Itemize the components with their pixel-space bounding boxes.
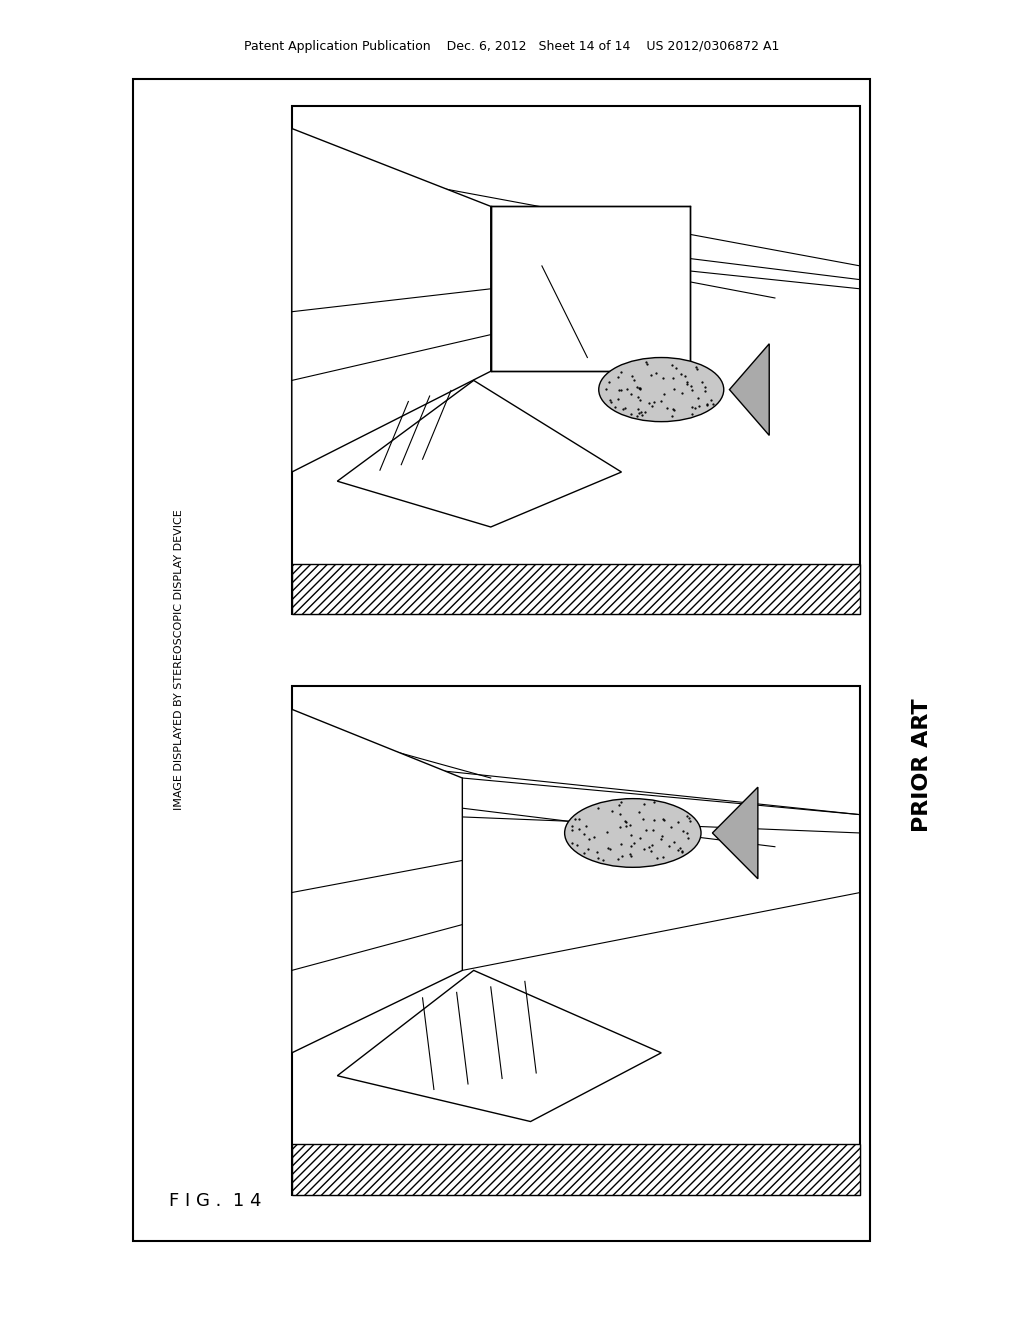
Polygon shape	[292, 709, 463, 1053]
Polygon shape	[337, 380, 622, 527]
Text: PRIOR ART: PRIOR ART	[911, 698, 932, 833]
Polygon shape	[713, 787, 758, 879]
Text: RIGHT EYE IMAGE: RIGHT EYE IMAGE	[306, 308, 318, 418]
Bar	[292, 106, 860, 614]
Polygon shape	[292, 128, 490, 473]
Text: IMAGE DISPLAYED BY STEREOSCOPIC DISPLAY DEVICE: IMAGE DISPLAYED BY STEREOSCOPIC DISPLAY …	[174, 510, 184, 810]
Polygon shape	[729, 343, 769, 436]
Text: F I G .  1 4: F I G . 1 4	[169, 1192, 261, 1210]
Ellipse shape	[564, 799, 701, 867]
Bar	[133, 79, 870, 1241]
Bar	[292, 564, 860, 614]
Ellipse shape	[599, 358, 724, 421]
Bar	[292, 1144, 860, 1195]
Polygon shape	[490, 206, 690, 371]
Text: Patent Application Publication    Dec. 6, 2012   Sheet 14 of 14    US 2012/03068: Patent Application Publication Dec. 6, 2…	[245, 40, 779, 53]
Text: LEFT EYE IMAGE: LEFT EYE IMAGE	[306, 890, 318, 990]
Bar	[292, 686, 860, 1195]
Polygon shape	[337, 970, 662, 1122]
